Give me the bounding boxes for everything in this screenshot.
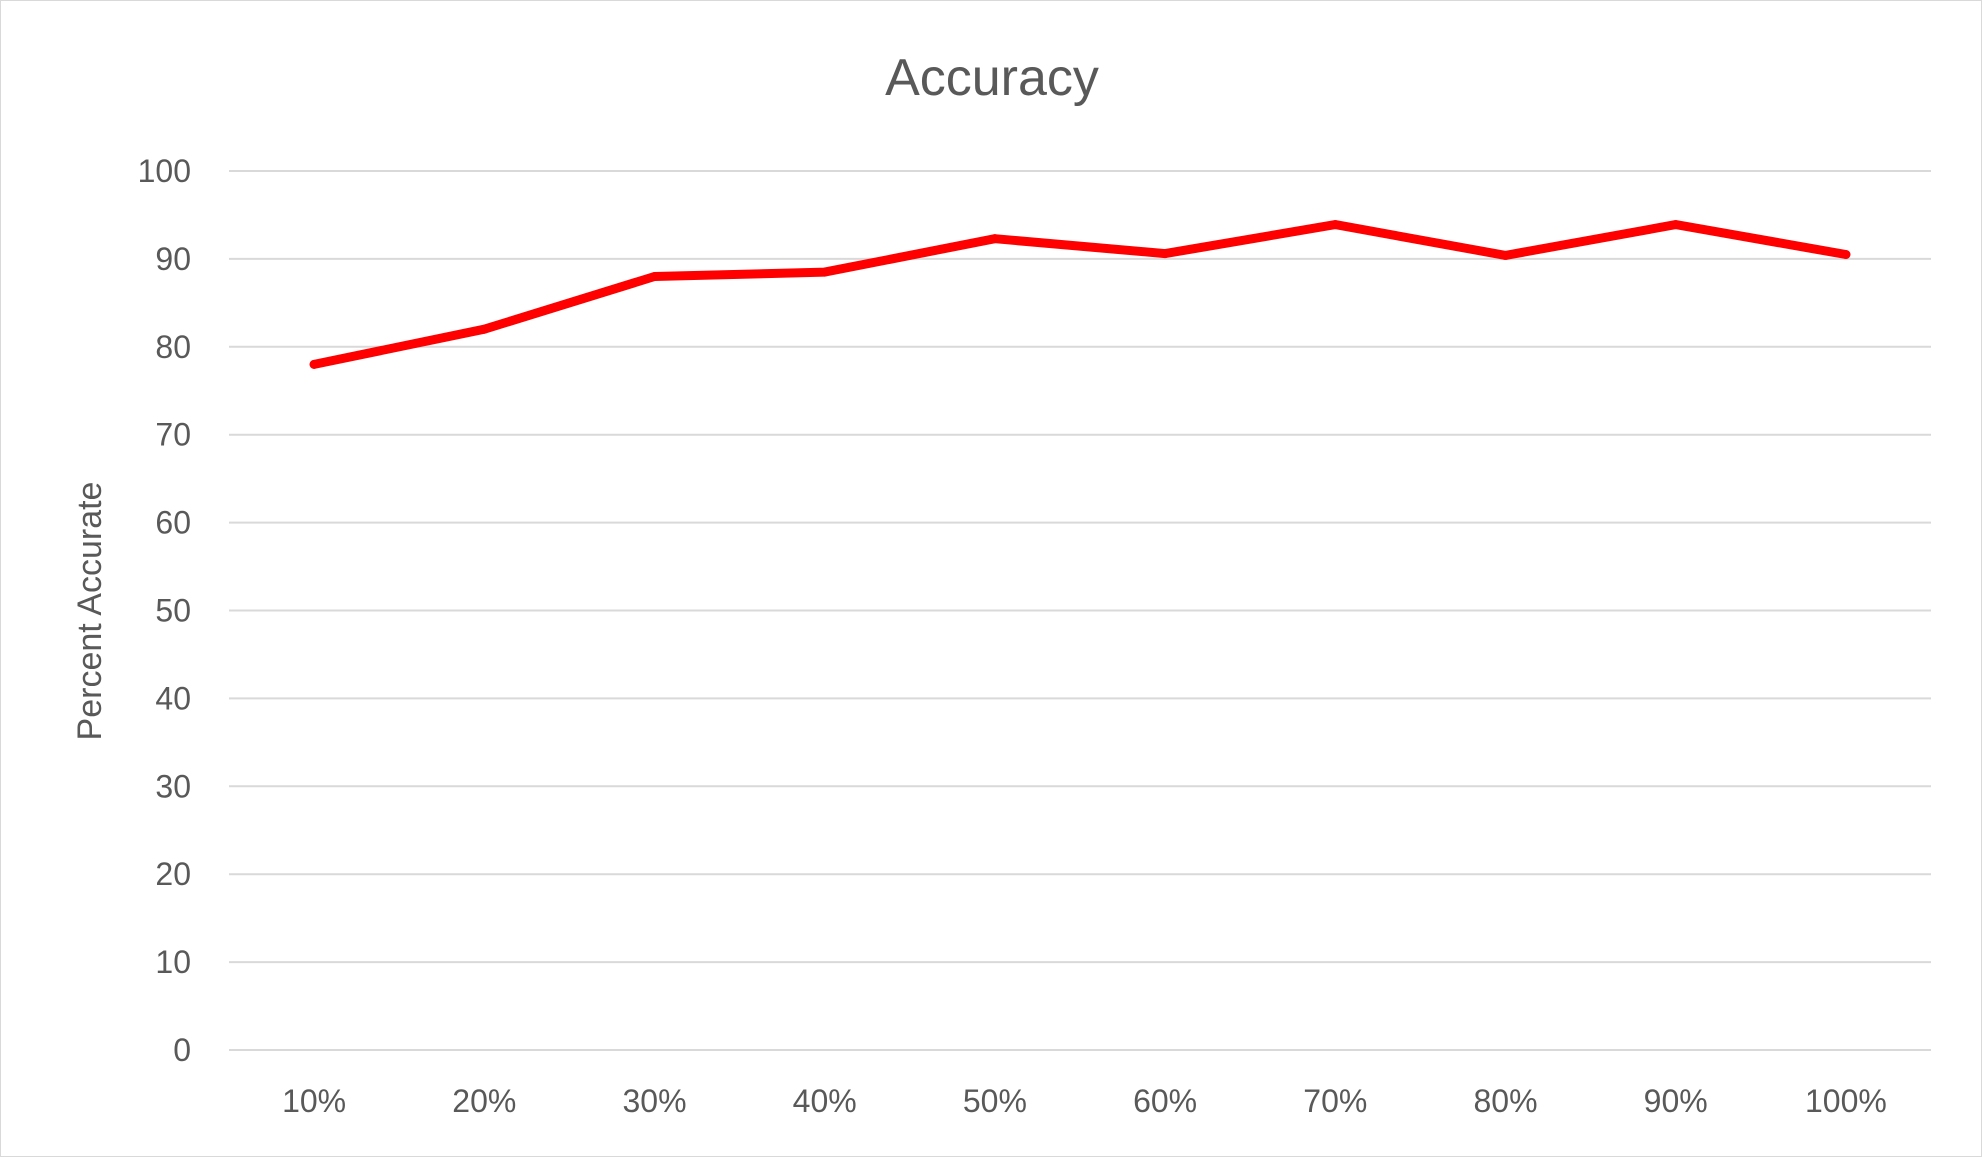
y-tick-label: 90 xyxy=(155,241,191,277)
y-tick-label: 70 xyxy=(155,417,191,453)
y-tick-label: 30 xyxy=(155,768,191,804)
y-axis-ticks: 0 10 20 30 40 50 60 70 80 90 100 xyxy=(138,153,191,1068)
data-point xyxy=(1160,249,1170,259)
y-tick-label: 20 xyxy=(155,856,191,892)
x-axis-ticks: 10% 20% 30% 40% 50% 60% 70% 80% 90% 100% xyxy=(282,1083,1887,1119)
data-point xyxy=(1330,220,1340,230)
x-tick-label: 80% xyxy=(1473,1083,1537,1119)
data-point xyxy=(1501,250,1510,260)
x-tick-label: 40% xyxy=(793,1083,857,1119)
series-line xyxy=(309,220,1851,369)
y-tick-label: 60 xyxy=(155,505,191,541)
x-tick-label: 100% xyxy=(1805,1083,1887,1119)
gridlines xyxy=(229,170,1931,1051)
data-point xyxy=(479,324,489,334)
y-tick-label: 10 xyxy=(155,944,191,980)
x-tick-label: 60% xyxy=(1133,1083,1197,1119)
data-point xyxy=(650,271,659,281)
data-point xyxy=(820,267,830,277)
x-tick-label: 50% xyxy=(963,1083,1027,1119)
x-tick-label: 20% xyxy=(452,1083,516,1119)
x-tick-label: 70% xyxy=(1303,1083,1367,1119)
series-layer xyxy=(309,220,1851,369)
y-tick-label: 50 xyxy=(155,593,191,629)
y-tick-label: 40 xyxy=(155,680,191,716)
data-point xyxy=(1841,250,1851,260)
y-tick-label: 80 xyxy=(155,329,191,365)
x-tick-label: 30% xyxy=(622,1083,686,1119)
y-tick-label: 100 xyxy=(138,153,191,189)
data-point xyxy=(309,359,319,369)
chart-title: Accuracy xyxy=(885,49,1099,107)
data-point xyxy=(1671,220,1681,230)
y-tick-label: 0 xyxy=(173,1032,191,1068)
x-tick-label: 10% xyxy=(282,1083,346,1119)
data-point xyxy=(990,234,1000,244)
y-axis-title: Percent Accurate xyxy=(71,482,109,741)
x-tick-label: 90% xyxy=(1644,1083,1708,1119)
